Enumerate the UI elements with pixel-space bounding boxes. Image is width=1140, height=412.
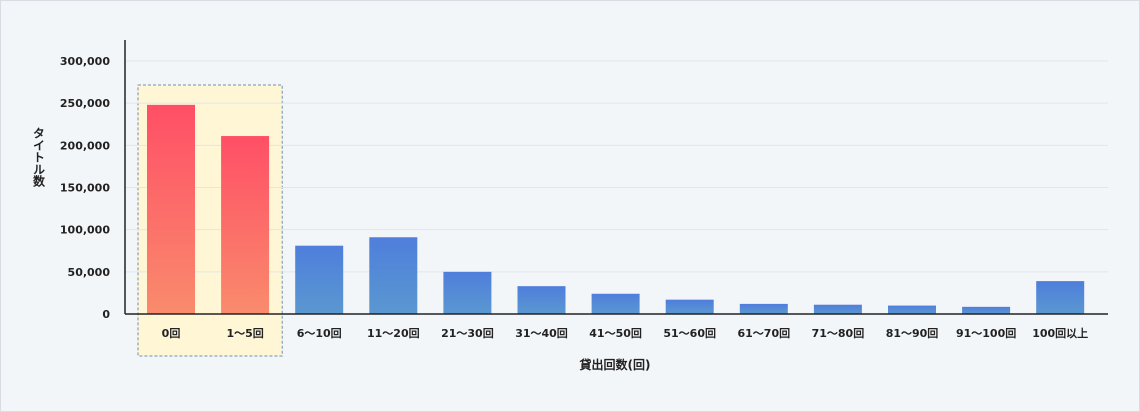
bar (739, 303, 788, 314)
x-tick-label: 41〜50回 (589, 326, 642, 340)
x-tick-label: 6〜10回 (297, 326, 342, 340)
bar (813, 304, 862, 314)
x-tick-label: 11〜20回 (367, 326, 420, 340)
bar (517, 286, 566, 314)
bar (443, 271, 492, 314)
y-tick-label: 300,000 (60, 55, 110, 68)
bar (888, 305, 936, 314)
x-tick-label: 31〜40回 (515, 326, 568, 340)
x-tick-label: 1〜5回 (226, 326, 263, 340)
x-tick-label: 81〜90回 (886, 326, 939, 340)
bar (962, 306, 1011, 314)
bar (295, 245, 344, 314)
bar (1036, 281, 1085, 314)
x-tick-label: 0回 (162, 326, 181, 340)
x-tick-label: 71〜80回 (812, 326, 865, 340)
bar (221, 136, 270, 314)
y-tick-label: 150,000 (60, 182, 110, 195)
y-tick-label: 100,000 (60, 224, 110, 237)
x-tick-label: 100回以上 (1032, 326, 1088, 340)
y-tick-label: 0 (102, 308, 110, 321)
y-tick-label: 50,000 (68, 266, 111, 279)
y-tick-label: 200,000 (60, 139, 110, 152)
x-axis-title: 貸出回数(回) (580, 357, 651, 372)
bar (591, 293, 640, 314)
x-tick-label: 21〜30回 (441, 326, 494, 340)
x-tick-label: 61〜70回 (737, 326, 790, 340)
x-tick-label: 51〜60回 (663, 326, 716, 340)
y-tick-label: 250,000 (60, 97, 110, 110)
bar (665, 299, 714, 314)
y-axis-title: タイトル数 (32, 127, 46, 188)
x-tick-label: 91〜100回 (956, 326, 1016, 340)
bar (369, 237, 418, 314)
bar (147, 104, 195, 314)
